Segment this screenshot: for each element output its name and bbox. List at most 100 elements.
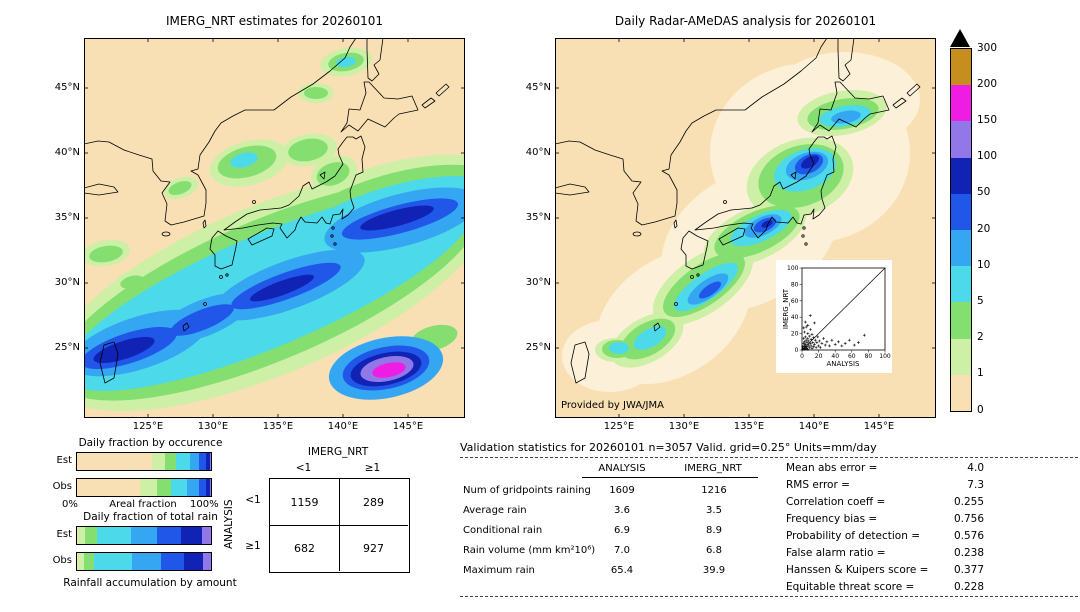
inset-scatter-points — [801, 314, 866, 351]
contingency-miss-cell: 682 — [294, 541, 315, 555]
bar-segment-≥100 — [209, 453, 211, 470]
imerg-precip-contours — [84, 47, 465, 411]
colorbar-segment — [951, 266, 971, 303]
colorbar-segment — [951, 157, 971, 194]
inset-tick-label: 80 — [865, 353, 873, 360]
inset-tick-label: 20 — [791, 331, 799, 338]
areal-fraction-min-label: 0% — [62, 499, 78, 510]
occurrence-obs-bar — [76, 478, 212, 497]
total-rain-est-bar — [76, 526, 212, 545]
lat-tick-label: 40°N — [525, 147, 551, 158]
right-map-title: Daily Radar-AMeDAS analysis for 20260101 — [614, 14, 877, 28]
total-rain-chart-title: Daily fraction of total rain — [83, 511, 218, 523]
bar-segment-50-100 — [184, 553, 203, 570]
total-rain-est-label: Est — [56, 529, 72, 540]
occurrence-chart-title: Daily fraction by occurence — [78, 437, 223, 449]
bar-segment-20-50 — [198, 479, 206, 496]
score-label: Mean abs error = — [786, 462, 878, 474]
bar-segment-≥100 — [202, 553, 211, 570]
bar-segment-10-20 — [186, 479, 199, 496]
score-label: Hanssen & Kuipers score = — [786, 564, 929, 576]
validation-row: Average rain 3.6 3.5 — [460, 502, 760, 522]
bar-segment-5-10 — [97, 527, 131, 544]
colorbar-tick-label: 10 — [977, 258, 991, 271]
colorbar-tick-label: 300 — [977, 41, 998, 54]
inset-tick-label: 60 — [791, 298, 799, 305]
inset-y-axis-label: IMERG_NRT — [782, 288, 790, 329]
inset-scatter-plot: 00 20 20 40 40 60 60 80 80 100 100 ANALYSIS IMERG_… — [776, 260, 892, 373]
bar-segment-2-5 — [83, 553, 95, 570]
scatter-cross-marks — [801, 314, 866, 351]
validation-row-label: Average rain — [463, 505, 527, 516]
areal-fraction-axis-label: Areal fraction — [109, 499, 177, 510]
colorbar-segment — [951, 338, 971, 375]
contingency-false-alarm-cell: 289 — [363, 495, 384, 509]
validation-imerg-value: 3.5 — [706, 505, 722, 516]
bar-segment-50-100 — [205, 453, 210, 470]
bar-segment-5-10 — [176, 453, 190, 470]
validation-analysis-value: 65.4 — [610, 565, 634, 576]
validation-imerg-value: 39.9 — [702, 565, 726, 576]
validation-col-imerg: IMERG_NRT — [684, 463, 742, 474]
colorbar-segment — [951, 302, 971, 339]
validation-analysis-value: 3.6 — [614, 505, 630, 516]
lon-tick-label: 125°E — [132, 421, 164, 432]
lat-tick-label: 40°N — [54, 147, 80, 158]
score-row: RMS error = 7.3 — [786, 477, 1076, 494]
occurrence-est-label: Est — [56, 455, 72, 466]
total-rain-caption: Rainfall accumulation by amount — [63, 577, 237, 589]
lon-tick-label: 130°E — [197, 421, 229, 432]
imerg-precipitation-map — [84, 38, 465, 418]
inset-tick-label: 40 — [831, 353, 839, 360]
inset-tick-label: 0 — [800, 353, 804, 360]
bar-segment-20-50 — [161, 553, 185, 570]
colorbar-segment — [951, 121, 971, 158]
colorbar-segment — [951, 49, 971, 86]
bar-segment-1-2 — [139, 479, 158, 496]
bar-segment-2-5 — [85, 527, 98, 544]
bar-segment-≥100 — [201, 527, 211, 544]
bar-segment-50-100 — [205, 479, 210, 496]
one-to-one-line — [801, 267, 886, 351]
validation-title: Validation statistics for 20260101 n=305… — [460, 441, 877, 454]
bar-segment-0-1 — [77, 453, 153, 470]
contingency-col-label-lt1: <1 — [295, 462, 312, 474]
lat-tick-label: 30°N — [525, 277, 551, 288]
score-label: Probability of detection = — [786, 530, 921, 542]
score-value: 0.377 — [953, 564, 984, 576]
score-label: Frequency bias = — [786, 513, 878, 525]
colorbar-segment — [951, 193, 971, 230]
score-value: 4.0 — [967, 462, 984, 474]
contingency-table: 1159 289 682 927 — [269, 478, 410, 573]
contingency-hit-miss-cell: 1159 — [290, 495, 319, 509]
inset-x-axis-label: ANALYSIS — [826, 360, 860, 368]
score-label: False alarm ratio = — [786, 547, 886, 559]
score-value: 0.255 — [953, 496, 984, 508]
colorbar-tick-label: 5 — [977, 294, 984, 307]
contingency-row-label-lt1: <1 — [245, 494, 261, 506]
lon-tick-label: 145°E — [863, 421, 895, 432]
validation-col-analysis: ANALYSIS — [598, 463, 646, 474]
lat-tick-label: 25°N — [525, 342, 551, 353]
validation-row-label: Conditional rain — [463, 525, 543, 536]
score-label: Correlation coeff = — [786, 496, 886, 508]
left-map-title: IMERG_NRT estimates for 20260101 — [166, 14, 383, 28]
score-row: Probability of detection = 0.576 — [786, 528, 1076, 545]
lat-tick-label: 45°N — [54, 82, 80, 93]
lon-tick-label: 140°E — [327, 421, 359, 432]
bar-segment-5-10 — [170, 479, 187, 496]
bar-segment-10-20 — [131, 553, 162, 570]
lat-tick-label: 30°N — [54, 277, 80, 288]
score-label: RMS error = — [786, 479, 850, 491]
contingency-row-label-ge1: ≥1 — [245, 540, 261, 552]
validation-rows: Num of gridpoints raining 1609 1216 Average… — [460, 482, 760, 582]
bar-segment-0-1 — [77, 479, 140, 496]
lon-tick-label: 125°E — [603, 421, 635, 432]
score-value: 0.238 — [953, 547, 984, 559]
colorbar-over-triangle — [950, 29, 970, 47]
occurrence-est-bar — [76, 452, 212, 471]
colorbar-tick-label: 1 — [977, 367, 984, 380]
inset-tick-label: 0 — [795, 347, 799, 354]
bar-segment-1-2 — [152, 453, 166, 470]
